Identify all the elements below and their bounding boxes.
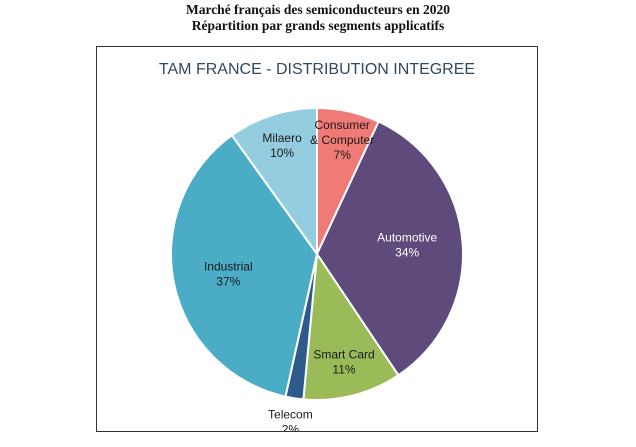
slice-name-label-2: Smart Card bbox=[313, 348, 374, 362]
page-title: Marché français des semiconducteurs en 2… bbox=[0, 2, 636, 34]
pie-chart-canvas: TAM FRANCE - DISTRIBUTION INTEGREE Consu… bbox=[159, 61, 475, 431]
slice-name-label-0: & Computer bbox=[310, 133, 374, 147]
slice-value-label-5: 10% bbox=[270, 146, 294, 160]
slice-value-label-2: 11% bbox=[332, 363, 355, 377]
slice-value-label-4: 37% bbox=[216, 275, 240, 289]
pie-slice-1 bbox=[315, 120, 464, 377]
page-title-line2: Répartition par grands segments applicat… bbox=[191, 18, 445, 33]
slice-value-label-1: 34% bbox=[395, 246, 419, 260]
slice-value-label-3: 2% bbox=[282, 423, 300, 431]
pie-slice-4 bbox=[170, 133, 319, 398]
page-title-line1: Marché français des semiconducteurs en 2… bbox=[185, 2, 451, 17]
pie-slice-5 bbox=[230, 106, 318, 258]
slice-name-label-3: Telecom bbox=[268, 408, 313, 422]
slice-name-label-1: Automotive bbox=[377, 231, 437, 245]
slice-name-label-5: Milaero bbox=[262, 131, 302, 145]
slice-value-label-0: 7% bbox=[334, 148, 352, 162]
pie-slice-2 bbox=[302, 251, 400, 401]
chart-title: TAM FRANCE - DISTRIBUTION INTEGREE bbox=[159, 61, 475, 78]
pie-chart: TAM FRANCE - DISTRIBUTION INTEGREE Consu… bbox=[96, 46, 538, 432]
slice-name-label-0: Consumer bbox=[315, 118, 370, 132]
slice-name-label-4: Industrial bbox=[204, 260, 253, 274]
pie-slices bbox=[170, 106, 464, 401]
